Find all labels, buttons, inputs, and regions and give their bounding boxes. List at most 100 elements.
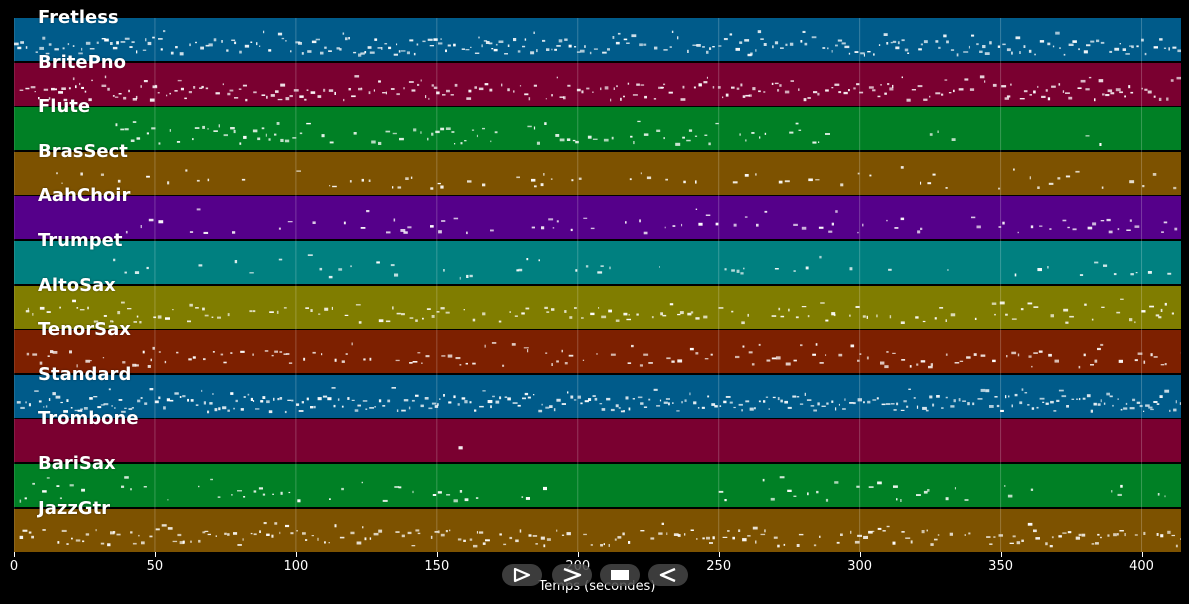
note bbox=[71, 537, 73, 539]
play-button[interactable] bbox=[502, 564, 542, 586]
note bbox=[174, 89, 178, 92]
track-label: Trumpet bbox=[38, 230, 123, 251]
note bbox=[122, 361, 126, 364]
note bbox=[763, 90, 766, 93]
note bbox=[1130, 273, 1134, 276]
note bbox=[671, 30, 674, 33]
note bbox=[798, 87, 800, 91]
note bbox=[368, 179, 371, 182]
note bbox=[276, 310, 279, 314]
note bbox=[819, 362, 824, 364]
note bbox=[292, 137, 297, 139]
note bbox=[813, 543, 817, 546]
note bbox=[374, 38, 378, 41]
note bbox=[310, 308, 313, 312]
fast-forward-button[interactable] bbox=[552, 564, 592, 586]
note bbox=[1102, 92, 1105, 96]
note bbox=[593, 48, 598, 50]
note bbox=[859, 91, 864, 93]
note bbox=[1010, 83, 1012, 86]
note bbox=[1176, 76, 1181, 79]
note bbox=[152, 84, 158, 88]
note bbox=[102, 357, 105, 359]
track-label: AltoSax bbox=[38, 274, 116, 296]
stop-button[interactable] bbox=[600, 564, 640, 586]
note bbox=[210, 478, 213, 481]
note bbox=[610, 353, 616, 356]
note bbox=[815, 178, 820, 181]
note bbox=[901, 530, 905, 533]
note bbox=[620, 97, 622, 101]
note bbox=[793, 495, 797, 497]
note bbox=[764, 528, 766, 532]
note bbox=[1105, 93, 1110, 96]
note bbox=[1161, 231, 1164, 234]
note bbox=[1055, 31, 1060, 35]
note bbox=[1054, 359, 1059, 363]
note bbox=[1097, 348, 1101, 351]
note bbox=[709, 541, 713, 544]
note bbox=[265, 133, 267, 137]
note bbox=[1134, 225, 1140, 229]
playback-controls bbox=[502, 564, 692, 586]
note bbox=[1097, 403, 1101, 406]
note bbox=[100, 173, 104, 176]
note bbox=[758, 89, 761, 92]
note bbox=[1117, 532, 1119, 536]
note bbox=[158, 220, 164, 224]
note bbox=[522, 45, 526, 48]
note bbox=[646, 176, 652, 179]
note bbox=[492, 395, 495, 397]
note bbox=[315, 38, 320, 41]
note bbox=[701, 406, 705, 409]
note bbox=[1134, 320, 1136, 323]
note bbox=[454, 143, 456, 145]
note bbox=[545, 97, 547, 99]
note bbox=[681, 224, 683, 227]
note bbox=[28, 531, 32, 534]
rewind-button[interactable] bbox=[648, 564, 688, 586]
note bbox=[1117, 228, 1120, 231]
note bbox=[682, 85, 685, 89]
note bbox=[1171, 312, 1174, 315]
note bbox=[749, 407, 754, 411]
note bbox=[415, 394, 419, 397]
note bbox=[1006, 48, 1011, 52]
note bbox=[807, 96, 811, 99]
note bbox=[770, 497, 775, 501]
note bbox=[842, 407, 846, 410]
note bbox=[739, 41, 743, 44]
note bbox=[745, 94, 750, 97]
note bbox=[313, 405, 316, 409]
note bbox=[339, 536, 345, 538]
note bbox=[867, 51, 871, 53]
note bbox=[177, 79, 182, 81]
note bbox=[1173, 408, 1177, 412]
note bbox=[187, 398, 189, 402]
note bbox=[19, 89, 24, 91]
note bbox=[1041, 95, 1046, 98]
note bbox=[1033, 352, 1038, 355]
note bbox=[140, 396, 143, 399]
note bbox=[466, 231, 468, 235]
x-tick-mark bbox=[577, 552, 579, 557]
note bbox=[584, 45, 586, 48]
note bbox=[530, 51, 535, 55]
note bbox=[249, 272, 254, 274]
note bbox=[431, 132, 434, 136]
note bbox=[815, 343, 818, 346]
note bbox=[796, 543, 800, 547]
note bbox=[433, 86, 438, 89]
note bbox=[945, 318, 947, 322]
note bbox=[1009, 542, 1014, 544]
note bbox=[959, 360, 964, 363]
note bbox=[421, 362, 423, 365]
note bbox=[378, 399, 382, 403]
note bbox=[284, 410, 287, 413]
note bbox=[1047, 42, 1051, 46]
note bbox=[14, 42, 19, 46]
note bbox=[259, 45, 261, 47]
note bbox=[893, 485, 898, 488]
note bbox=[136, 315, 139, 318]
note bbox=[828, 230, 833, 234]
